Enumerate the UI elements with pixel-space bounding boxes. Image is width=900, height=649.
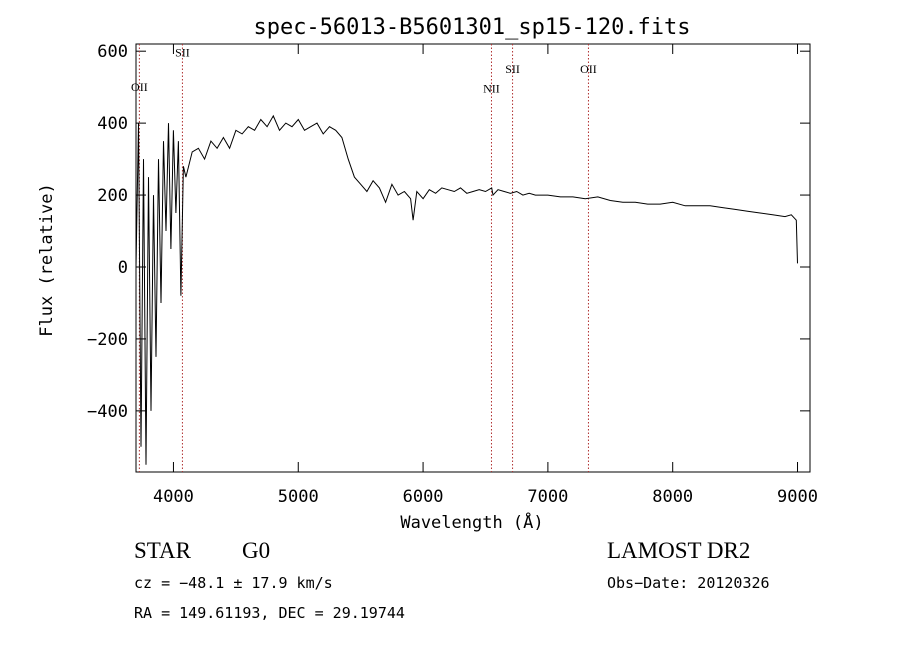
x-axis-label: Wavelength (Å)	[400, 511, 543, 533]
y-tick-label: 200	[97, 186, 128, 206]
spectral-line-label: SII	[505, 62, 520, 76]
y-tick-label: 400	[97, 114, 128, 134]
x-axis: 4000 5000 6000 7000 8000 9000	[153, 44, 818, 507]
spectral-line-label: NII	[483, 82, 500, 96]
spectrum-line	[135, 114, 798, 465]
y-tick-label: −400	[87, 402, 128, 422]
x-tick-label: 5000	[278, 487, 319, 507]
observation-date: Obs−Date: 20120326	[607, 574, 770, 592]
redshift-velocity: cz = −48.1 ± 17.9 km/s	[134, 574, 333, 592]
survey-name: LAMOST DR2	[607, 538, 751, 563]
x-tick-label: 8000	[652, 487, 693, 507]
object-class: STAR	[134, 538, 191, 563]
x-tick-label: 9000	[777, 487, 818, 507]
x-tick-label: 6000	[403, 487, 444, 507]
spectral-line-label: SII	[175, 46, 190, 60]
y-tick-label: 0	[118, 258, 128, 278]
sky-coordinates: RA = 149.61193, DEC = 29.19744	[134, 604, 405, 622]
spectral-line-label: OII	[131, 80, 148, 94]
plot-frame	[135, 43, 811, 473]
chart-title: spec-56013-B5601301_sp15-120.fits	[253, 15, 690, 40]
y-axis: −400 −200 0 200 400 600	[87, 42, 810, 422]
y-tick-label: −200	[87, 330, 128, 350]
y-tick-label: 600	[97, 42, 128, 62]
spectral-line-markers: OII SII NII SII OII	[131, 44, 597, 472]
x-tick-label: 7000	[527, 487, 568, 507]
spectral-line-label: OII	[580, 62, 597, 76]
y-axis-label: Flux (relative)	[37, 183, 57, 337]
x-tick-label: 4000	[153, 487, 194, 507]
object-subclass: G0	[242, 538, 271, 563]
